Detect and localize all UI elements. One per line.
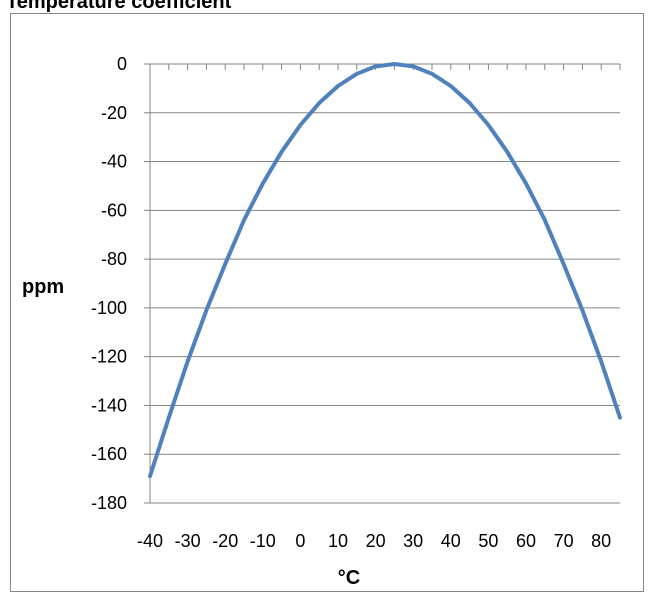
y-tick-label: -20 xyxy=(101,103,127,123)
x-axis-title: °C xyxy=(338,567,360,589)
y-axis-title: ppm xyxy=(22,276,64,298)
x-tick-label: 10 xyxy=(328,531,348,551)
series-line xyxy=(148,62,622,479)
chart-frame xyxy=(10,13,644,592)
gridlines xyxy=(150,63,620,455)
x-tick-label: 60 xyxy=(516,531,536,551)
y-tick-label: -160 xyxy=(91,444,127,464)
y-tick-label: -140 xyxy=(91,395,127,415)
x-tick-label: 0 xyxy=(295,531,305,551)
y-tick-label: 0 xyxy=(117,54,127,74)
y-tick-label: -180 xyxy=(91,493,127,513)
tick-labels: 0-20-40-60-80-100-120-140-160-180-40 -30-… xyxy=(91,54,611,551)
series-layer xyxy=(148,62,622,479)
x-tick-label: 80 xyxy=(591,531,611,551)
y-tick-label: -80 xyxy=(101,249,127,269)
x-tick-label: -20 xyxy=(212,531,238,551)
x-tick-label: 50 xyxy=(478,531,498,551)
y-tick-label: -120 xyxy=(91,347,127,367)
y-tick-label: -60 xyxy=(101,200,127,220)
axes xyxy=(144,63,621,504)
x-tick-label: -40 xyxy=(137,531,163,551)
x-tick-label: -30 xyxy=(175,531,201,551)
x-tick-label: 70 xyxy=(554,531,574,551)
x-tick-label: 20 xyxy=(366,531,386,551)
x-tick-label: -10 xyxy=(250,531,276,551)
y-tick-label: -40 xyxy=(101,152,127,172)
chart-title: Temperature coefficient xyxy=(6,0,232,13)
x-tick-label: 40 xyxy=(441,531,461,551)
y-tick-label: -100 xyxy=(91,298,127,318)
x-tick-label: 30 xyxy=(403,531,423,551)
